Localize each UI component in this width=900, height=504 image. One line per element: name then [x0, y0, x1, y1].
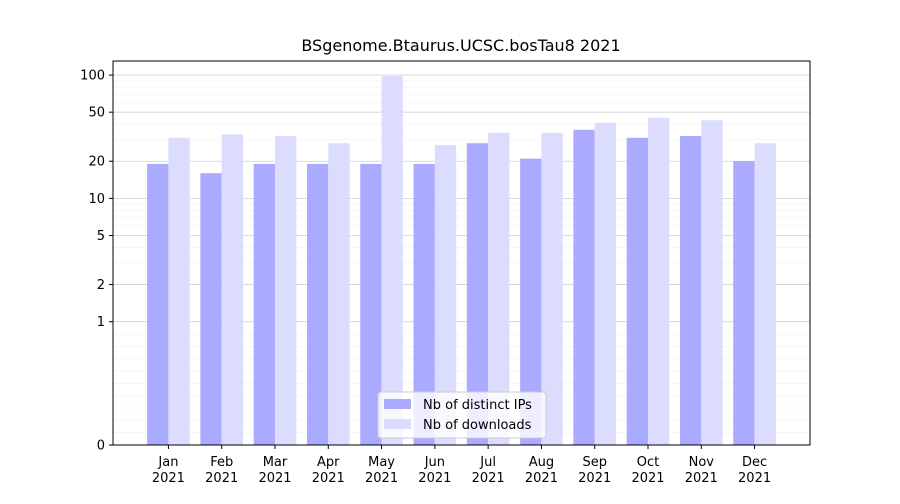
- bar-downloads-dec: [754, 143, 776, 445]
- x-tick-label-month: Jul: [479, 455, 496, 470]
- x-tick-label-year: 2021: [631, 471, 664, 486]
- bar-downloads-feb: [221, 134, 244, 446]
- bar-distinct-ips-sep: [573, 129, 595, 445]
- x-tick-label-month: Oct: [637, 455, 659, 470]
- x-tick-label-month: Nov: [689, 455, 715, 470]
- x-tick-label-month: Jun: [424, 455, 445, 470]
- legend: Nb of distinct IPs Nb of downloads: [377, 391, 547, 439]
- bar-downloads-jul: [488, 132, 510, 445]
- bar-distinct-ips-mar: [253, 163, 275, 445]
- bar-distinct-ips-aug: [520, 158, 542, 445]
- bar-downloads-jan: [168, 137, 190, 445]
- bars: [147, 76, 776, 446]
- x-tick-label-month: Dec: [742, 455, 767, 470]
- bar-downloads-nov: [701, 120, 723, 445]
- x-tick-label-year: 2021: [578, 471, 611, 486]
- x-tick-label-year: 2021: [152, 471, 185, 486]
- bar-downloads-oct: [648, 117, 670, 446]
- legend-label-distinct-ips: Nb of distinct IPs: [423, 398, 532, 413]
- bar-distinct-ips-dec: [733, 161, 755, 445]
- x-tick-label-month: Jan: [157, 455, 178, 470]
- bar-distinct-ips-oct: [626, 137, 649, 445]
- x-tick-label-year: 2021: [258, 471, 291, 486]
- bar-distinct-ips-may: [360, 163, 382, 445]
- bar-distinct-ips-nov: [679, 136, 702, 445]
- x-tick-label-year: 2021: [472, 471, 505, 486]
- bar-distinct-ips-apr: [306, 163, 329, 445]
- bar-distinct-ips-jun: [413, 163, 435, 445]
- bar-downloads-may: [381, 76, 403, 445]
- bar-downloads-sep: [594, 122, 617, 445]
- x-tick-label-month: Sep: [582, 455, 607, 470]
- bar-distinct-ips-jul: [466, 143, 489, 445]
- x-tick-label-month: Aug: [529, 455, 554, 470]
- bar-downloads-apr: [328, 143, 350, 445]
- x-axis: Jan2021Feb2021Mar2021Apr2021May2021Jun20…: [152, 445, 771, 486]
- chart-title: BSgenome.Btaurus.UCSC.bosTau8 2021: [301, 36, 620, 55]
- y-tick-label: 10: [88, 192, 105, 207]
- bar-distinct-ips-jan: [147, 163, 169, 445]
- x-tick-label-month: May: [368, 455, 395, 470]
- x-tick-label-year: 2021: [738, 471, 771, 486]
- y-tick-label: 100: [80, 69, 105, 84]
- bar-downloads-aug: [541, 132, 563, 445]
- legend-swatch-distinct-ips: [384, 399, 411, 409]
- x-tick-label-year: 2021: [418, 471, 451, 486]
- x-tick-label-month: Feb: [210, 455, 233, 470]
- x-tick-label-year: 2021: [525, 471, 558, 486]
- x-tick-label-month: Mar: [263, 455, 288, 470]
- y-tick-label: 0: [97, 439, 105, 454]
- x-tick-label-year: 2021: [365, 471, 398, 486]
- x-tick-label-year: 2021: [312, 471, 345, 486]
- y-tick-label: 5: [97, 229, 105, 244]
- bar-distinct-ips-feb: [200, 173, 222, 446]
- y-tick-label: 1: [97, 315, 105, 330]
- y-axis: 0 1 2 5 10 20 50 100: [80, 69, 113, 454]
- plot-frame: [112, 60, 811, 446]
- bar-downloads-mar: [274, 136, 297, 445]
- y-tick-label: 50: [88, 106, 105, 121]
- y-tick-label: 2: [97, 278, 105, 293]
- legend-label-downloads: Nb of downloads: [423, 418, 532, 433]
- legend-box: [377, 391, 547, 439]
- x-tick-label-month: Apr: [317, 455, 340, 470]
- bar-downloads-jun: [434, 145, 457, 445]
- x-tick-label-year: 2021: [205, 471, 238, 486]
- x-tick-label-year: 2021: [685, 471, 718, 486]
- legend-swatch-downloads: [384, 419, 411, 429]
- y-tick-label: 20: [88, 155, 105, 170]
